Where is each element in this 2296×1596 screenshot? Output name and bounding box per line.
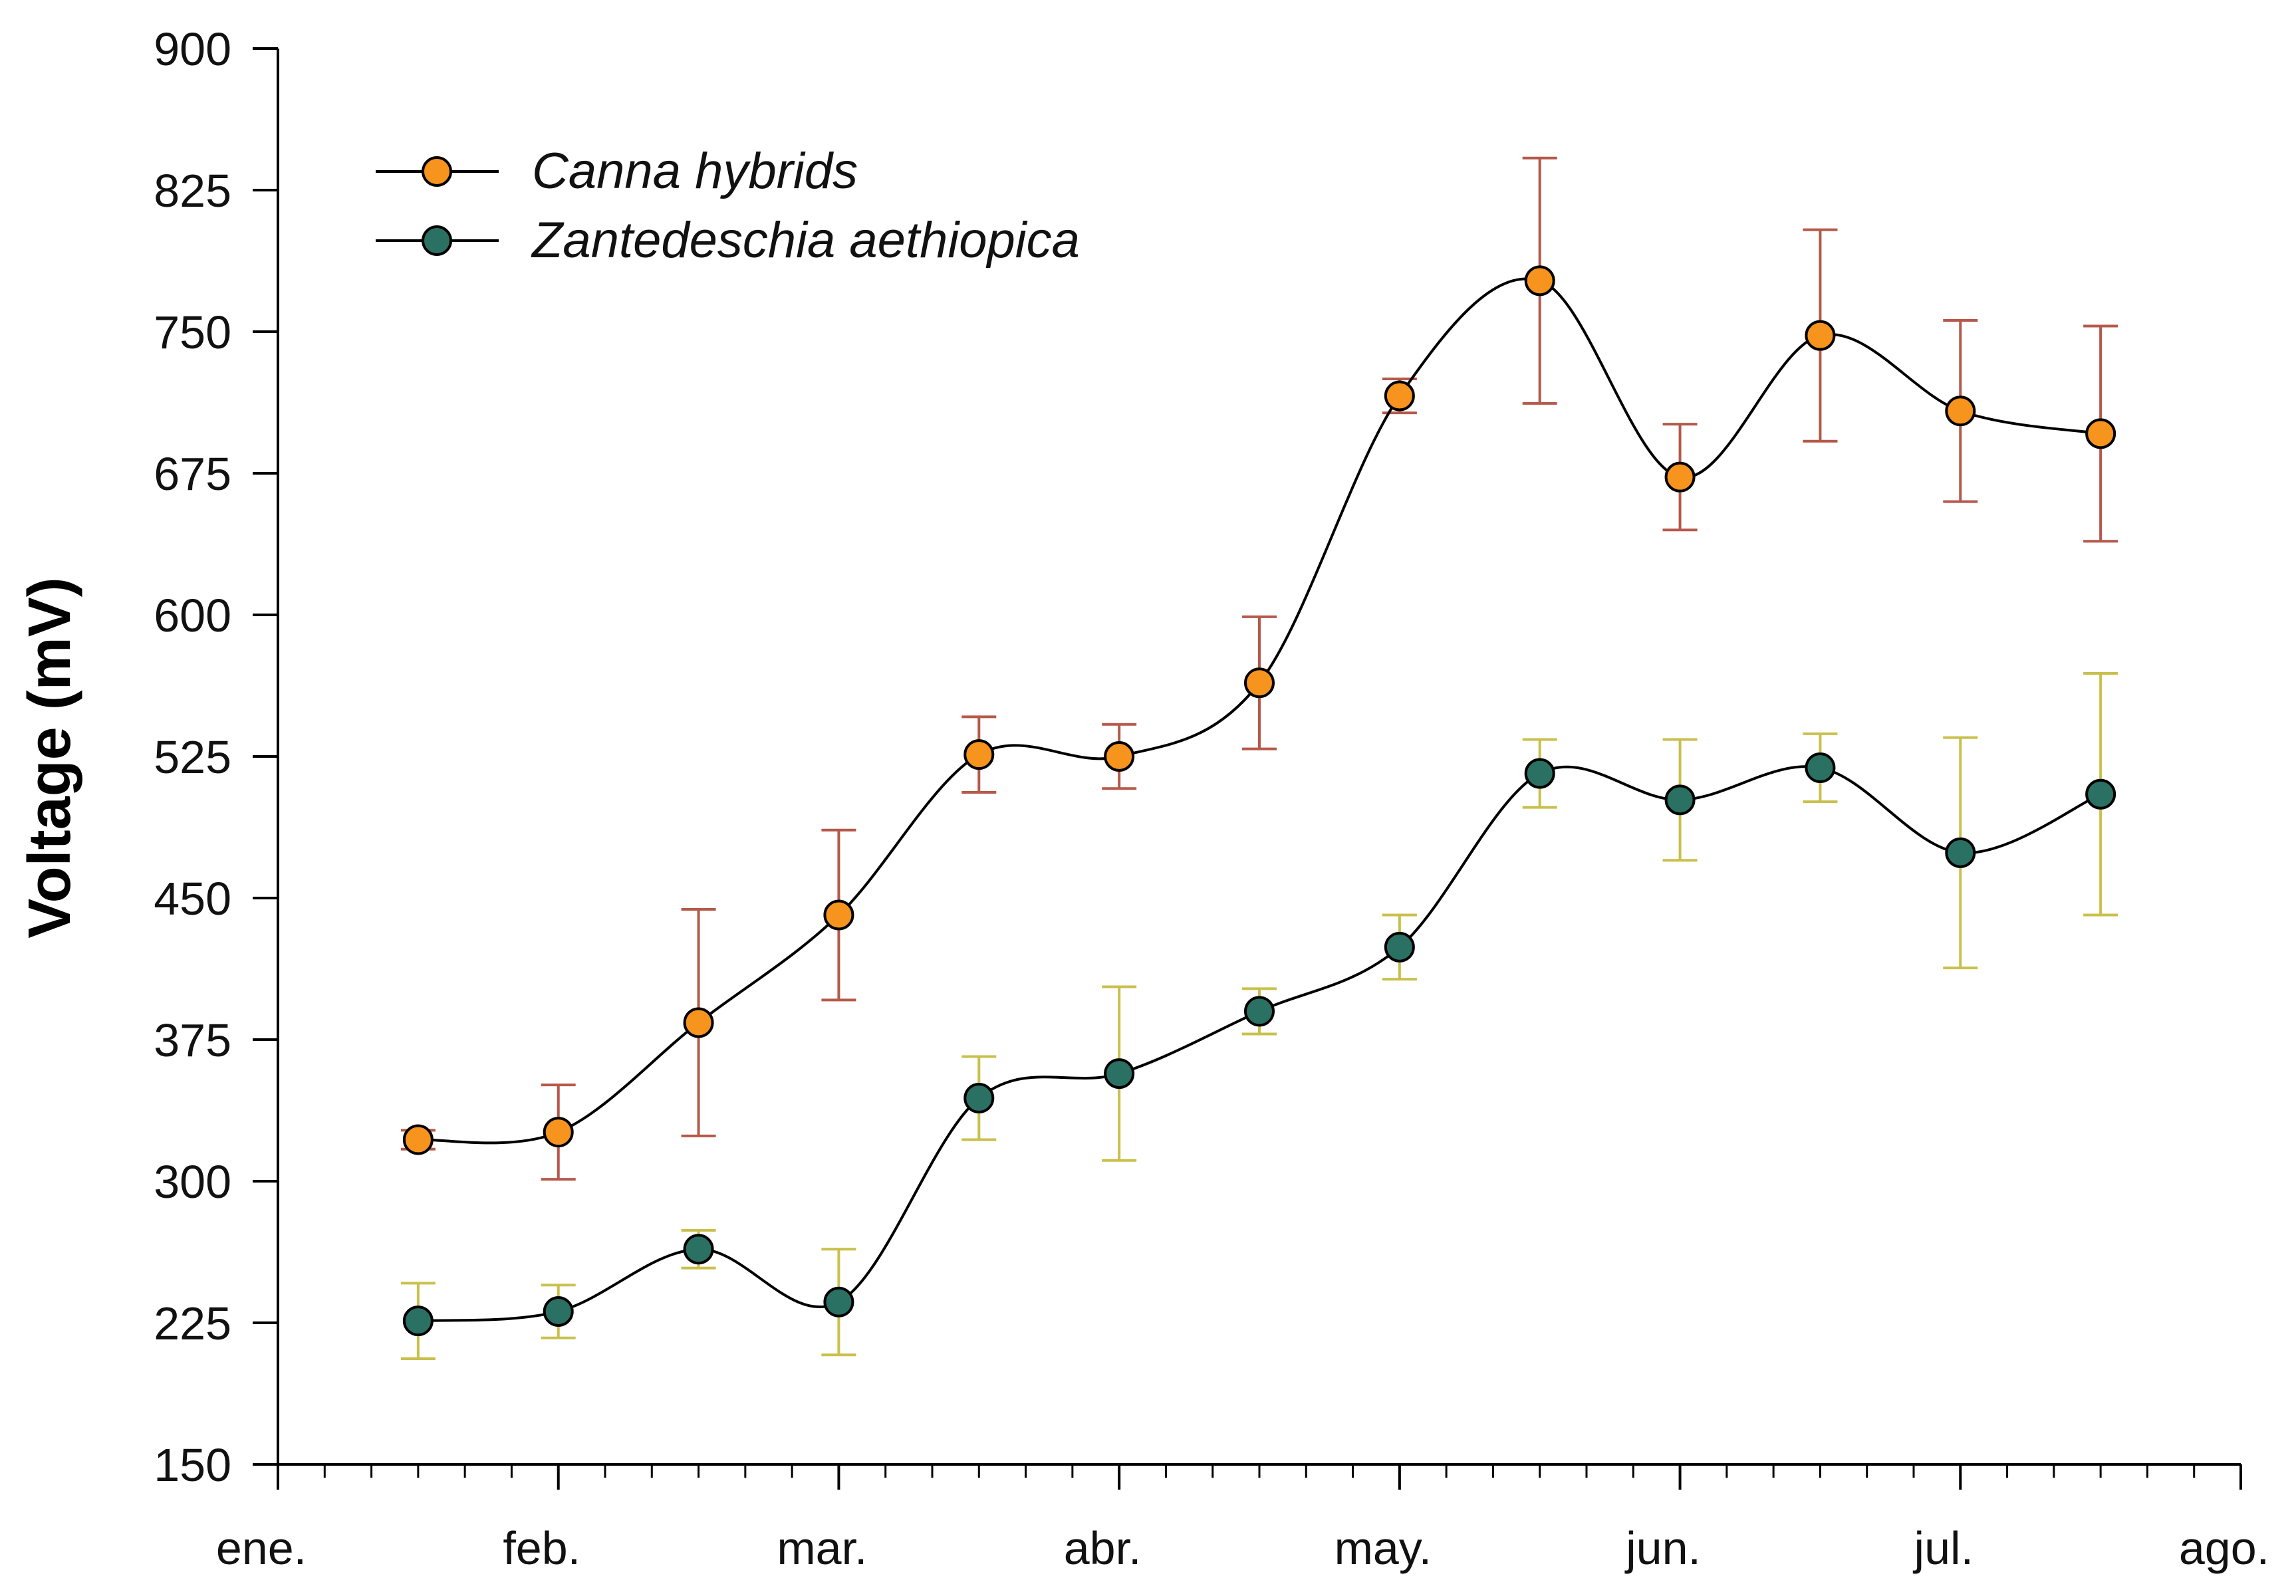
y-tick-label: 225 — [154, 1298, 231, 1349]
series-0 — [400, 156, 2118, 1181]
legend-label: Zantedeschia aethiopica — [531, 212, 1080, 269]
data-point — [1104, 741, 1135, 772]
data-point — [1524, 758, 1555, 789]
y-tick-label: 900 — [154, 23, 231, 75]
data-point — [963, 739, 995, 770]
y-tick-label: 750 — [154, 306, 231, 358]
data-point — [683, 1007, 714, 1038]
series-1 — [400, 672, 2118, 1360]
series-line — [418, 277, 2101, 1145]
y-tick-label: 300 — [154, 1156, 231, 1208]
data-point — [1805, 320, 1836, 351]
data-point — [1945, 396, 1976, 427]
data-point — [1104, 1058, 1135, 1089]
x-tick-label: feb. — [503, 1522, 580, 1574]
data-point — [823, 1286, 854, 1317]
data-point — [1664, 461, 1696, 493]
x-tick-label: ago. — [2179, 1522, 2269, 1574]
data-point — [1244, 667, 1275, 699]
data-point — [543, 1117, 574, 1148]
x-tick-label: abr. — [1064, 1522, 1142, 1574]
y-axis-title: Voltage (mV) — [17, 577, 83, 938]
legend-marker — [422, 156, 452, 187]
y-tick-label: 525 — [154, 731, 231, 783]
data-point — [402, 1124, 434, 1155]
ticks: 150 225 300 375 450 525 600 675 750 825 900 ene. feb… — [154, 23, 2269, 1574]
data-point — [1524, 265, 1555, 296]
legend: Canna hybrids Zantedeschia aethiopica — [376, 143, 1080, 269]
data-point — [1384, 931, 1415, 963]
y-tick-label: 375 — [154, 1014, 231, 1066]
x-tick-label: mar. — [777, 1522, 867, 1574]
x-tick-label: may. — [1335, 1522, 1432, 1574]
data-point — [543, 1296, 574, 1327]
y-tick-label: 450 — [154, 873, 231, 925]
data-point — [402, 1306, 434, 1337]
x-tick-label: jun. — [1624, 1522, 1701, 1574]
series-line — [418, 765, 2101, 1323]
data-point — [1384, 380, 1415, 411]
series — [400, 156, 2118, 1360]
data-point — [2085, 418, 2116, 449]
y-tick-label: 600 — [154, 590, 231, 641]
legend-marker — [422, 225, 452, 256]
x-tick-label: jul. — [1913, 1522, 1974, 1574]
data-point — [1945, 837, 1976, 868]
data-point — [1664, 784, 1696, 816]
legend-label: Canna hybrids — [532, 143, 858, 199]
y-tick-label: 675 — [154, 448, 231, 500]
data-point — [1805, 752, 1836, 784]
y-tick-label: 825 — [154, 165, 231, 217]
data-point — [963, 1083, 995, 1114]
data-point — [1244, 996, 1275, 1027]
data-point — [823, 899, 854, 931]
y-tick-label: 150 — [154, 1439, 231, 1491]
data-point — [2085, 778, 2116, 810]
x-tick-label: ene. — [216, 1522, 307, 1574]
data-point — [683, 1234, 714, 1265]
